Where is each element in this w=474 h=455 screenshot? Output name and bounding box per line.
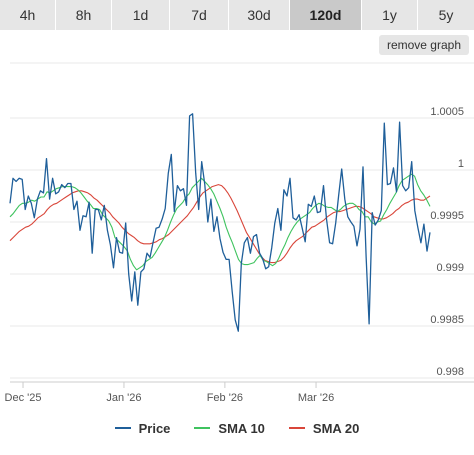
x-tick-label: Mar '26	[298, 392, 334, 404]
tab-8h[interactable]: 8h	[56, 0, 112, 30]
legend-item-sma10[interactable]: SMA 10	[194, 418, 265, 438]
series-line-sma10	[9, 173, 431, 271]
y-tick-label: 1.0005	[430, 106, 464, 118]
series-line-sma20	[9, 184, 431, 264]
tab-1d[interactable]: 1d	[112, 0, 170, 30]
tab-30d[interactable]: 30d	[229, 0, 290, 30]
y-tick-label: 0.9985	[430, 314, 464, 326]
legend-swatch-sma20	[288, 427, 305, 429]
legend-item-price[interactable]: Price	[114, 418, 171, 438]
tab-5y[interactable]: 5y	[418, 0, 474, 30]
legend-label-sma10: SMA 10	[218, 420, 265, 436]
y-tick-label: 0.999	[436, 262, 464, 274]
y-tick-label: 0.998	[436, 366, 464, 378]
legend-label-price: Price	[138, 420, 171, 436]
legend-swatch-sma10	[194, 427, 211, 429]
x-tick-label: Dec '25	[5, 392, 42, 404]
series-line-price	[9, 113, 431, 332]
legend-label-sma20: SMA 20	[312, 420, 360, 436]
y-tick-label: 0.9995	[430, 210, 464, 222]
chart-legend: Price SMA 10 SMA 20	[0, 418, 474, 438]
y-tick-label: 1	[458, 158, 464, 170]
legend-swatch-price	[114, 427, 131, 429]
legend-item-sma20[interactable]: SMA 20	[288, 418, 360, 438]
x-tick-label: Jan '26	[106, 392, 141, 404]
tab-7d[interactable]: 7d	[170, 0, 229, 30]
timeframe-tabs: 4h 8h 1d 7d 30d 120d 1y 5y	[0, 0, 474, 30]
tab-1y[interactable]: 1y	[362, 0, 418, 30]
remove-graph-button[interactable]: remove graph	[378, 35, 469, 55]
x-tick-label: Feb '26	[207, 392, 243, 404]
tab-4h[interactable]: 4h	[0, 0, 56, 30]
tab-120d[interactable]: 120d	[290, 0, 362, 30]
